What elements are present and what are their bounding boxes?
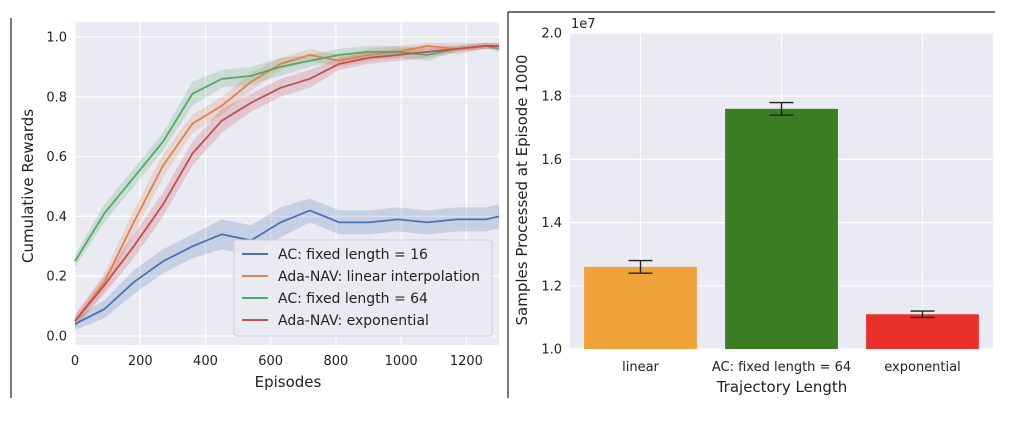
samples-bars <box>584 108 979 349</box>
rewards-y-tick-label: 1.0 <box>46 30 67 45</box>
samples-y-tick-label: 1.4 <box>541 216 562 231</box>
legend-entry: AC: fixed length = 64 <box>278 291 428 307</box>
samples-y-tick-label: 1.2 <box>541 279 562 294</box>
rewards-x-tick-label: 600 <box>258 354 283 369</box>
samples-scale-label: 1e7 <box>571 17 596 32</box>
series-band <box>75 198 499 331</box>
rewards-x-tick-label: 800 <box>324 354 349 369</box>
samples-y-tick-label: 1.8 <box>541 90 562 105</box>
legend-box <box>233 239 493 337</box>
series-line <box>74 45 499 322</box>
rewards-y-tick-label: 0.4 <box>46 210 67 225</box>
rewards-x-tick-label: 0 <box>71 354 79 369</box>
rewards-y-tick-labels: 0.0 0.2 0.4 0.6 0.8 1.0 <box>46 30 67 344</box>
rewards-series-lines <box>74 45 500 325</box>
samples-x-tick-labels: linear AC: fixed length = 64 exponential <box>622 360 961 375</box>
bar <box>725 108 838 349</box>
samples-error-bars <box>628 101 935 319</box>
rewards-gridlines <box>74 22 499 345</box>
rewards-x-tick-label: 1200 <box>450 354 483 369</box>
series-line <box>74 209 500 325</box>
rewards-line-chart: 0 200 400 600 800 1000 1200 0.0 0.2 0.4 0.6 0.8 1.0… <box>19 22 500 391</box>
series-line <box>74 45 500 262</box>
samples-y-tick-labels: 1.0 1.2 1.4 1.6 1.8 2.0 <box>541 27 562 358</box>
rewards-y-tick-label: 0.0 <box>46 330 67 345</box>
samples-x-tick-label: exponential <box>884 360 960 375</box>
rewards-confidence-bands <box>75 42 499 331</box>
rewards-y-axis-label: Cumulative Rewards <box>19 109 37 263</box>
legend-entry: Ada-NAV: linear interpolation <box>278 269 480 285</box>
legend-entry: AC: fixed length = 16 <box>278 247 428 263</box>
samples-y-tick-label: 2.0 <box>541 27 562 42</box>
samples-x-tick-label: linear <box>622 360 659 375</box>
samples-y-tick-label: 1.0 <box>541 343 562 358</box>
rewards-x-tick-label: 200 <box>128 354 153 369</box>
rewards-x-tick-labels: 0 200 400 600 800 1000 1200 <box>71 354 483 369</box>
rewards-y-tick-label: 0.6 <box>46 150 67 165</box>
samples-x-tick-label: AC: fixed length = 64 <box>712 360 851 375</box>
series-line <box>74 45 499 322</box>
samples-bar-chart: linear AC: fixed length = 64 exponential 1… <box>513 17 993 396</box>
samples-y-tick-label: 1.6 <box>541 153 562 168</box>
bar <box>866 314 979 349</box>
rewards-x-tick-label: 1000 <box>385 354 418 369</box>
samples-y-axis-label: Samples Processed at Episode 1000 <box>513 55 531 326</box>
rewards-x-axis-label: Episodes <box>255 373 322 391</box>
bar <box>584 266 697 349</box>
samples-x-axis-label: Trajectory Length <box>716 378 848 396</box>
rewards-legend: AC: fixed length = 16 Ada-NAV: linear int… <box>233 239 493 337</box>
rewards-x-tick-label: 400 <box>193 354 218 369</box>
rewards-y-tick-label: 0.2 <box>46 270 67 285</box>
rewards-y-tick-label: 0.8 <box>46 90 67 105</box>
legend-entry: Ada-NAV: exponential <box>278 313 429 329</box>
